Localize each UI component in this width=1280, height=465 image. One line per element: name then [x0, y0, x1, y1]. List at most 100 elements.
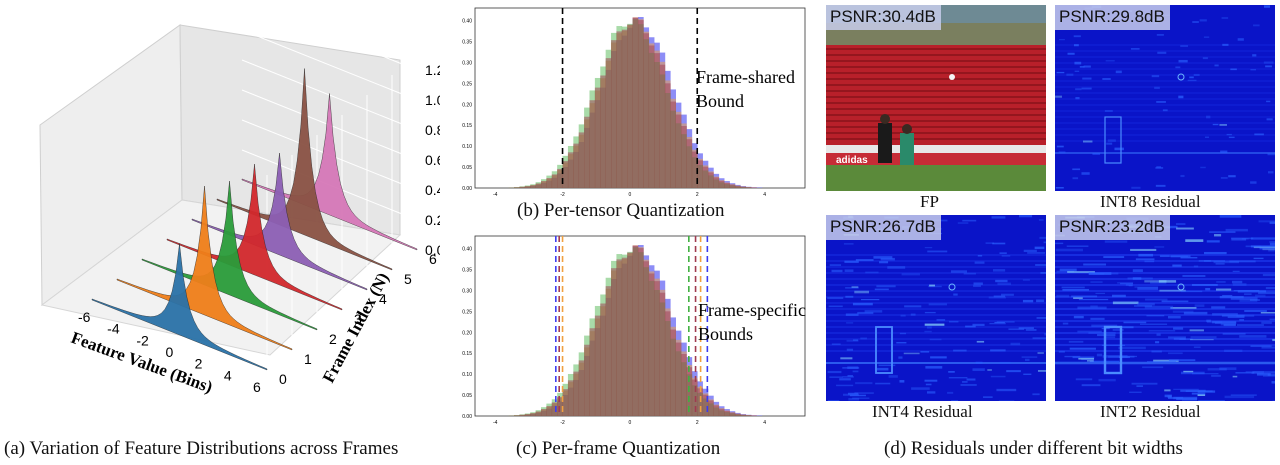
- c-bar: [740, 414, 747, 416]
- b-bar: [600, 75, 606, 188]
- c-bar: [648, 273, 655, 416]
- c-xtick: 2: [696, 420, 699, 426]
- b-bar: [541, 181, 547, 188]
- panel-b-caption: (b) Per-tensor Quantization: [517, 200, 725, 221]
- c-ytick: 0.35: [462, 267, 472, 273]
- b-bar: [514, 187, 520, 188]
- b-bar: [535, 183, 542, 188]
- c-bar: [562, 389, 569, 416]
- c-bar: [546, 406, 553, 416]
- b-bar: [573, 143, 580, 188]
- c-bar: [637, 248, 644, 416]
- c-bar: [691, 379, 698, 416]
- panel-a-xtick: -2: [136, 332, 149, 348]
- c-bar: [584, 344, 590, 416]
- b-bar: [584, 116, 590, 188]
- panel-a-walls: [39, 24, 402, 356]
- residual-int8-image: [1055, 5, 1275, 191]
- c-ytick: 0.00: [462, 414, 472, 420]
- b-bar: [589, 100, 596, 188]
- panel-a-xtick: 2: [195, 356, 203, 372]
- c-bar: [611, 268, 617, 416]
- b-ytick: 0.05: [462, 165, 472, 171]
- c-bar: [567, 380, 574, 416]
- panel-a-series-5: [216, 68, 393, 271]
- tile-int2: PSNR:23.2dB: [1055, 215, 1275, 401]
- panel-d-caption: (d) Residuals under different bit widths: [884, 438, 1183, 459]
- panel-a-ytick: 4: [379, 291, 387, 307]
- b-bar: [713, 177, 720, 188]
- b-bar: [567, 152, 574, 188]
- tile-fp: adidas PSNR:30.4dB: [826, 5, 1046, 191]
- c-ytick: 0.05: [462, 393, 472, 399]
- residual-int4-image: [826, 215, 1046, 401]
- c-bar: [697, 388, 703, 416]
- panel-a-xtick: 4: [224, 367, 232, 383]
- b-xtick: 2: [696, 192, 699, 198]
- c-bar: [751, 415, 757, 416]
- c-bar: [643, 261, 650, 416]
- c-bar: [632, 245, 639, 416]
- b-ytick: 0.00: [462, 186, 472, 192]
- panel-b-annotation-line2: Bound: [696, 91, 744, 111]
- b-bar: [708, 172, 714, 188]
- c-ytick: 0.30: [462, 288, 472, 294]
- c-bar: [654, 281, 660, 416]
- c-bar: [514, 415, 520, 416]
- panel-a-ztick: 0.2: [425, 212, 440, 228]
- b-bar: [724, 182, 730, 188]
- c-bar: [729, 412, 736, 416]
- panel-a-xtick: -6: [78, 309, 91, 325]
- panel-c-annotation-line2: Bounds: [698, 324, 753, 344]
- c-bar: [718, 408, 725, 416]
- b-xtick: 0: [629, 192, 632, 198]
- b-ytick: 0.35: [462, 39, 472, 45]
- b-ytick: 0.40: [462, 19, 472, 25]
- svg-text:adidas: adidas: [836, 155, 868, 166]
- c-bar: [541, 409, 547, 416]
- panel-a-ztick: 0.0: [425, 242, 440, 258]
- panel-a-series-3: [166, 163, 343, 311]
- panel-a-series-2: [141, 180, 318, 331]
- c-bar: [670, 329, 676, 416]
- b-bar: [681, 126, 687, 188]
- panel-a-ztick: 0.4: [425, 182, 440, 198]
- c-bar: [557, 396, 563, 416]
- c-bar: [745, 415, 752, 416]
- b-bar: [546, 178, 553, 188]
- b-bar: [524, 186, 531, 188]
- panel-a-series: [91, 68, 418, 371]
- panel-a-series-4: [191, 152, 368, 291]
- b-bar: [611, 40, 617, 188]
- stadium-image: adidas: [826, 5, 1046, 191]
- panel-a-ytick: 2: [329, 331, 337, 347]
- b-bar: [745, 187, 752, 188]
- panel-a-ztick: 1.2: [425, 62, 440, 78]
- c-bar: [530, 413, 536, 416]
- b-ytick: 0.15: [462, 123, 472, 129]
- b-bar: [562, 161, 569, 188]
- b-xtick: 4: [763, 192, 766, 198]
- panel-a-grid: [241, 0, 418, 370]
- c-bar: [675, 342, 682, 416]
- panel-a-ytick: 6: [429, 251, 437, 267]
- psnr-int8: PSNR:29.8dB: [1055, 5, 1170, 30]
- c-ytick: 0.15: [462, 351, 472, 357]
- tile-fp-label: FP: [920, 192, 939, 211]
- b-bar: [654, 53, 660, 188]
- b-bar: [616, 31, 623, 188]
- c-bar: [621, 257, 628, 416]
- b-bar: [675, 114, 682, 188]
- b-ytick: 0.30: [462, 60, 472, 66]
- panel-b-histogram: 0.00 0.05 0.10 0.15 0.20 0.25 0.30 0.35 0.40 -4 -2…: [462, 7, 806, 198]
- b-bar: [659, 64, 666, 188]
- c-bar: [573, 371, 580, 416]
- c-bar: [524, 414, 531, 416]
- tile-int8-label: INT8 Residual: [1100, 192, 1201, 211]
- panel-a-ytick: 3: [354, 311, 362, 327]
- b-bar: [686, 139, 693, 188]
- c-ytick: 0.25: [462, 309, 472, 315]
- panel-a-series-1: [116, 185, 293, 351]
- b-ytick: 0.20: [462, 102, 472, 108]
